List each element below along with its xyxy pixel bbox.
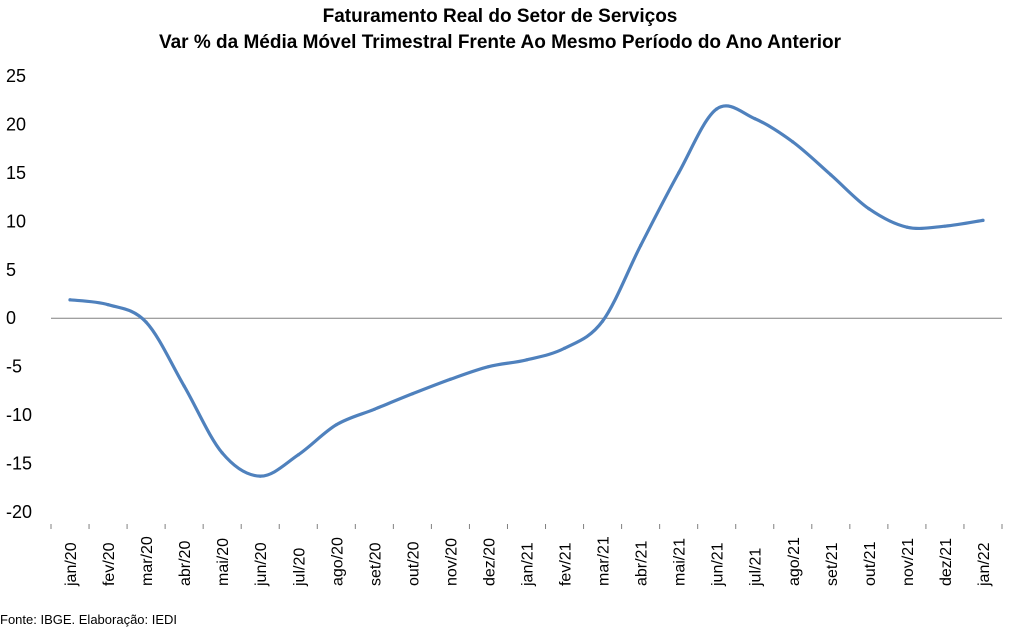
series-line <box>68 104 985 478</box>
x-tick-label: dez/21 <box>938 538 955 586</box>
chart-subtitle: Var % da Média Móvel Trimestral Frente A… <box>158 32 842 53</box>
x-tick-label: jul/20 <box>291 548 308 587</box>
data-point <box>106 303 110 307</box>
data-point <box>639 243 643 248</box>
y-tick-label: 0 <box>6 308 16 328</box>
data-point <box>791 140 795 144</box>
y-tick-label: 10 <box>6 211 26 231</box>
x-axis-labels: jan/20 fev/20 mar/20 abr/20 mai/20 jun/20 jul/… <box>63 536 993 587</box>
data-point <box>220 451 224 455</box>
data-point <box>182 384 186 388</box>
data-point <box>258 474 262 478</box>
data-point <box>372 407 376 411</box>
y-axis-ticks: 25 20 15 10 5 0 -5 -10 -15 -20 <box>6 66 32 522</box>
x-tick-label: nov/21 <box>900 538 917 586</box>
x-tick-label: set/21 <box>824 542 841 586</box>
data-point <box>410 392 414 396</box>
x-tick-label: ago/21 <box>786 537 803 586</box>
data-point <box>715 107 719 111</box>
data-point <box>600 319 605 323</box>
data-point <box>829 173 833 177</box>
data-point <box>68 298 72 302</box>
y-tick-label: 20 <box>6 114 26 134</box>
data-point <box>334 423 338 427</box>
x-tick-label: out/21 <box>862 541 879 586</box>
data-point <box>562 346 567 350</box>
x-tick-label: fev/20 <box>101 542 118 586</box>
data-point <box>905 225 909 229</box>
x-tick-label: jan/21 <box>520 542 537 587</box>
data-point <box>943 224 947 228</box>
x-tick-label: set/20 <box>367 542 384 586</box>
y-tick-label: -10 <box>6 405 32 425</box>
x-tick-label: mai/21 <box>672 538 689 586</box>
source-note: Fonte: IBGE. Elaboração: IEDI <box>0 612 178 627</box>
data-point <box>677 171 681 175</box>
chart-title: Faturamento Real do Setor de Serviços Va… <box>0 4 1000 56</box>
x-tick-label: jun/20 <box>253 542 270 587</box>
x-tick-label: dez/20 <box>481 538 498 586</box>
x-tick-label: out/20 <box>405 541 422 586</box>
data-point <box>448 377 453 381</box>
x-tick-label: mai/20 <box>215 538 232 586</box>
y-tick-label: 5 <box>6 260 16 280</box>
x-axis-ticks <box>50 524 1003 529</box>
data-point <box>524 358 529 362</box>
y-tick-label: -5 <box>6 357 22 377</box>
x-tick-label: mar/20 <box>139 536 156 586</box>
x-tick-label: jan/20 <box>63 542 80 587</box>
data-point <box>867 207 871 211</box>
y-tick-label: -20 <box>6 502 32 522</box>
y-tick-label: -15 <box>6 454 32 474</box>
x-tick-label: abr/21 <box>634 541 651 586</box>
series-group <box>68 104 985 478</box>
y-tick-label: 15 <box>6 163 26 183</box>
data-point <box>296 453 300 457</box>
y-tick-label: 25 <box>6 66 26 86</box>
x-tick-label: nov/20 <box>443 538 460 586</box>
x-tick-label: ago/20 <box>329 537 346 586</box>
x-tick-label: jan/22 <box>976 542 993 587</box>
x-tick-label: mar/21 <box>596 536 613 586</box>
x-tick-label: jul/21 <box>748 548 765 587</box>
data-point <box>486 365 491 369</box>
data-point <box>144 320 148 324</box>
x-tick-label: jun/21 <box>710 542 727 587</box>
data-point <box>981 218 985 222</box>
data-point <box>753 117 757 121</box>
chart-title-line1: Faturamento Real do Setor de Serviços <box>322 6 678 27</box>
x-tick-label: abr/20 <box>177 541 194 586</box>
x-tick-label: fev/21 <box>558 542 575 586</box>
